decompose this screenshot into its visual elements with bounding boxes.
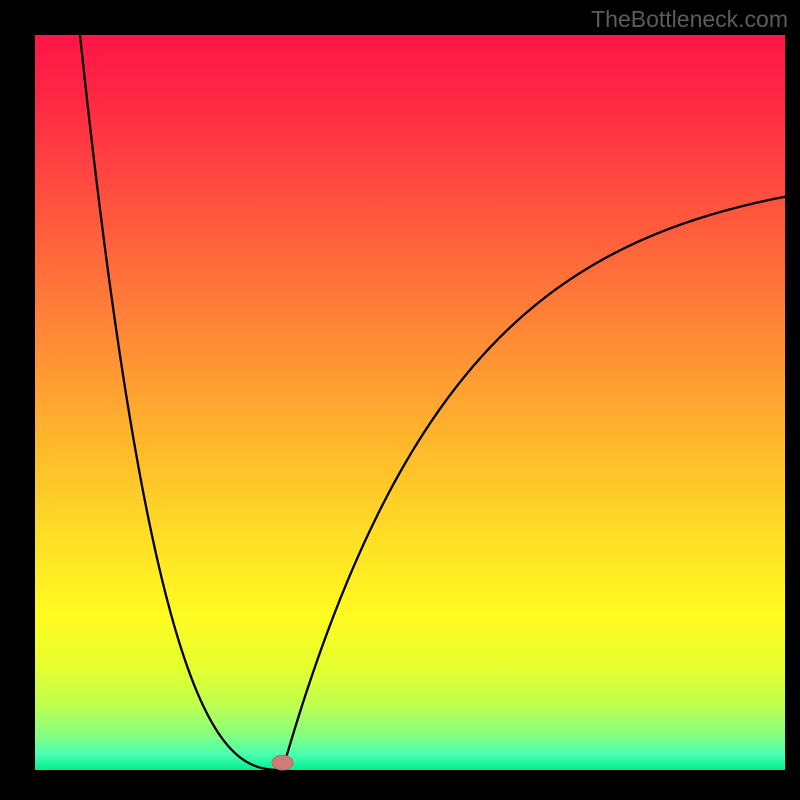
watermark-text: TheBottleneck.com bbox=[591, 6, 788, 33]
plot-background bbox=[35, 35, 785, 770]
minimum-marker bbox=[272, 755, 293, 770]
chart-svg bbox=[0, 0, 800, 800]
chart-stage: TheBottleneck.com bbox=[0, 0, 800, 800]
